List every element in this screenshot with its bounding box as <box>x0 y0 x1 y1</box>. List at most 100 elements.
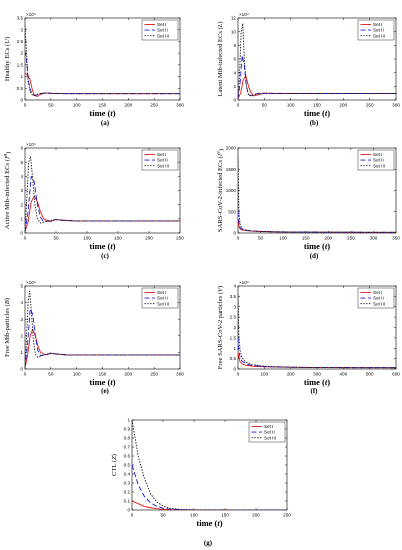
chart-panel-f: 0 100 200 300 400 500 600 0 0.5 1 1.5 2 2.5 3 3.5 4×10⁴… <box>217 280 400 395</box>
y-axis-label: SARS-CoV-2-infected ECs (IV) <box>216 149 225 232</box>
x-tick-label: 250 <box>366 103 374 108</box>
legend-label: Set I <box>373 22 382 27</box>
x-tick-label: 100 <box>73 372 81 377</box>
x-tick-label: 0 <box>24 372 27 377</box>
y-tick-label: 1 <box>20 350 23 355</box>
legend-box <box>248 421 286 443</box>
y-tick-label: 0 <box>233 367 236 372</box>
legend-box <box>357 287 395 309</box>
y-tick-label: 0 <box>127 508 130 513</box>
chart-panel-b: 0 50 100 150 200 250 300 0 2 4 6 8 10 12×10⁴ time (t) L… <box>217 12 400 127</box>
x-tick-label: 250 <box>150 372 158 377</box>
chart-panel-c: 0 50 100 150 200 250 0 1 2 3 4 5 6×10⁴ time (t) Active… <box>3 142 184 260</box>
x-tick-label: 300 <box>176 372 184 377</box>
x-tick-label: 50 <box>48 103 54 108</box>
y-tick-label: 4 <box>20 300 23 305</box>
y-tick-label: 3 <box>20 317 23 322</box>
x-tick-label: 100 <box>190 513 198 518</box>
legend-label: Set II <box>264 430 275 435</box>
panel-label: (c) <box>101 252 109 260</box>
y-tick-label: 1 <box>233 346 236 351</box>
x-tick-label: 150 <box>221 513 229 518</box>
series-line-3 <box>25 290 180 368</box>
legend-label: Set III <box>157 301 169 306</box>
y-axis-label: CTL (Z) <box>111 454 118 476</box>
x-tick-label: 600 <box>392 372 400 377</box>
x-tick-label: 50 <box>262 103 268 108</box>
series-line-3 <box>238 23 396 99</box>
x-tick-label: 350 <box>392 236 400 241</box>
y-tick-label: 500 <box>228 209 236 214</box>
y-tick-label: 0.5 <box>124 463 131 468</box>
x-tick-label: 400 <box>339 372 347 377</box>
panel-label: (f) <box>311 387 319 395</box>
legend-label: Set II <box>157 296 168 301</box>
legend-label: Set III <box>373 163 385 168</box>
series-line-3 <box>25 25 180 96</box>
y-tick-label: 0.1 <box>124 499 131 504</box>
legend-label: Set III <box>157 163 169 168</box>
panel-label: (d) <box>310 252 319 260</box>
y-tick-label: 10 <box>231 29 237 34</box>
x-axis-label: time (t) <box>196 518 222 528</box>
y-tick-label: 3 <box>233 304 236 309</box>
x-tick-label: 100 <box>73 103 81 108</box>
y-tick-label: 5 <box>20 160 23 165</box>
y-tick-label: 1500 <box>226 167 237 172</box>
y-tick-label: 0.5 <box>17 86 24 91</box>
x-tick-label: 50 <box>160 513 166 518</box>
legend-label: Set I <box>157 22 166 27</box>
y-tick-label: 3.5 <box>17 16 24 21</box>
y-tick-label: 6 <box>20 146 23 151</box>
y-tick-label: 4 <box>233 284 236 289</box>
x-tick-label: 0 <box>24 103 27 108</box>
x-tick-label: 200 <box>324 236 332 241</box>
y-tick-label: 4 <box>20 174 23 179</box>
x-tick-label: 150 <box>302 236 310 241</box>
x-tick-label: 500 <box>366 372 374 377</box>
x-tick-label: 50 <box>48 372 54 377</box>
y-tick-label: 0 <box>233 231 236 236</box>
y-tick-label: 4 <box>233 70 236 75</box>
x-tick-label: 250 <box>347 236 355 241</box>
x-axis-label: time (t) <box>304 377 330 387</box>
x-tick-label: 300 <box>392 103 400 108</box>
x-tick-label: 100 <box>279 236 287 241</box>
x-tick-label: 200 <box>339 103 347 108</box>
y-tick-label: 0.5 <box>230 356 237 361</box>
x-tick-label: 300 <box>370 236 378 241</box>
y-exponent: ×10⁴ <box>26 280 36 285</box>
legend-box <box>141 19 179 41</box>
series-line-3 <box>132 420 287 510</box>
series-line-2 <box>25 175 180 232</box>
x-tick-label: 300 <box>176 103 184 108</box>
x-tick-label: 0 <box>237 372 240 377</box>
x-tick-label: 100 <box>83 236 91 241</box>
y-tick-label: 0.2 <box>124 490 131 495</box>
chart-panel-g: 0 50 100 150 200 250 0 0.1 0.2 0.3 0.4 0.5 0.6 0.7 0.8… <box>111 418 291 547</box>
panel-label: (b) <box>310 119 319 127</box>
y-axis-label: Active Mtb-infected ECs (IB) <box>3 152 12 229</box>
y-tick-label: 0.6 <box>124 454 131 459</box>
y-tick-label: 3.5 <box>230 294 237 299</box>
y-tick-label: 3 <box>20 27 23 32</box>
legend-label: Set III <box>157 33 169 38</box>
y-tick-label: 0.9 <box>124 427 131 432</box>
y-tick-label: 0 <box>233 98 236 103</box>
legend-label: Set II <box>157 158 168 163</box>
y-tick-label: 1.5 <box>230 335 237 340</box>
x-tick-label: 0 <box>131 513 134 518</box>
panel-label: (e) <box>101 387 109 395</box>
legend-label: Set III <box>264 435 276 440</box>
series-line-2 <box>238 211 396 233</box>
legend-box <box>141 149 179 171</box>
x-axis-label: time (t) <box>304 108 330 118</box>
series-line-2 <box>238 337 396 369</box>
x-tick-label: 250 <box>176 236 184 241</box>
series-line-2 <box>132 464 287 510</box>
x-tick-label: 200 <box>252 513 260 518</box>
panel-label: (g) <box>204 539 213 547</box>
